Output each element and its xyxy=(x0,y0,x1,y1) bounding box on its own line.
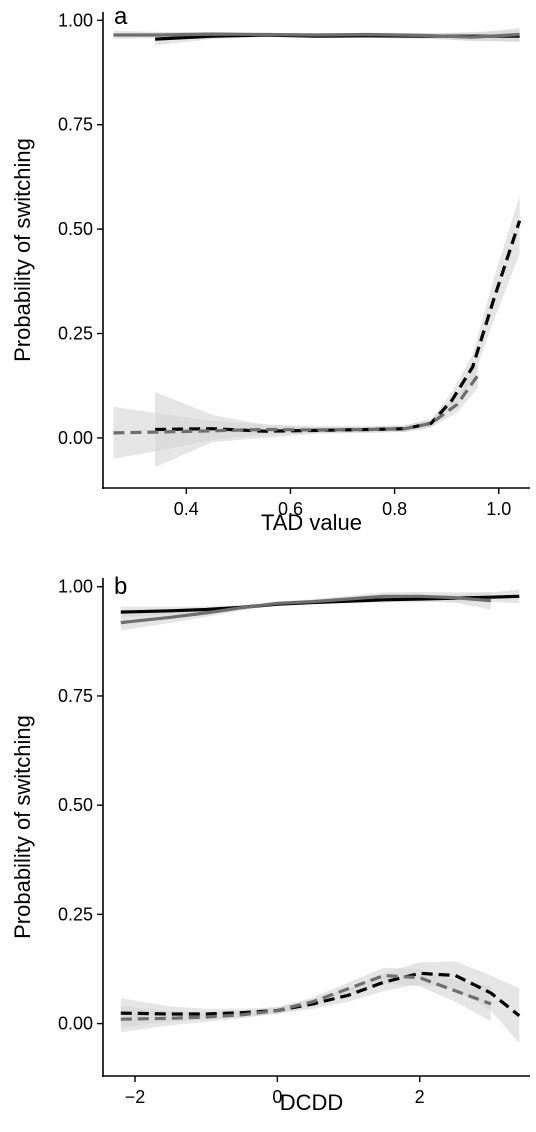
x-tick-label: −2 xyxy=(125,1087,146,1107)
panel-b: 0.00 0.25 0.50 0.75 1.00 −2 0 2 DCDD Probability … xyxy=(10,573,530,1115)
series-line-3 xyxy=(155,220,522,433)
x-tick-label: 0.6 xyxy=(278,499,303,519)
y-tick-label: 1.00 xyxy=(58,10,93,30)
series-line-4 xyxy=(120,973,492,1021)
y-axis-title: Probability of switching xyxy=(10,715,35,939)
panel-label: a xyxy=(114,3,128,30)
y-tick-label: 0.00 xyxy=(58,1014,93,1034)
x-tick-label: 2 xyxy=(415,1087,425,1107)
x-axis-title: DCDD xyxy=(280,1090,344,1115)
y-tick-label: 0.25 xyxy=(58,324,93,344)
y-tick-label: 1.00 xyxy=(58,577,93,597)
x-tick-label: 1.0 xyxy=(486,499,511,519)
ci-ribbon-4 xyxy=(120,967,491,1033)
series-line-4 xyxy=(113,374,480,435)
ci-ribbon-4 xyxy=(113,362,478,459)
y-tick-label: 0.75 xyxy=(58,686,93,706)
x-tick-label: 0 xyxy=(272,1087,282,1107)
x-tick-label: 0.8 xyxy=(382,499,407,519)
series-line-2 xyxy=(120,594,492,625)
x-axis-title: TAD value xyxy=(261,510,362,535)
y-tick-label: 0.75 xyxy=(58,115,93,135)
series-line-3 xyxy=(120,971,521,1017)
y-tick-label: 0.25 xyxy=(58,904,93,924)
y-tick-label: 0.00 xyxy=(58,428,93,448)
y-tick-label: 0.50 xyxy=(58,795,93,815)
x-tick-label: 0.4 xyxy=(174,499,199,519)
y-axis-title: Probability of switching xyxy=(10,138,35,362)
panel-a: 0.00 0.25 0.50 0.75 1.00 0.4 0.6 0.8 1.0 TAD valu… xyxy=(10,3,530,535)
series-line-2 xyxy=(113,32,520,39)
panel-label: b xyxy=(114,573,127,600)
y-tick-label: 0.50 xyxy=(58,219,93,239)
